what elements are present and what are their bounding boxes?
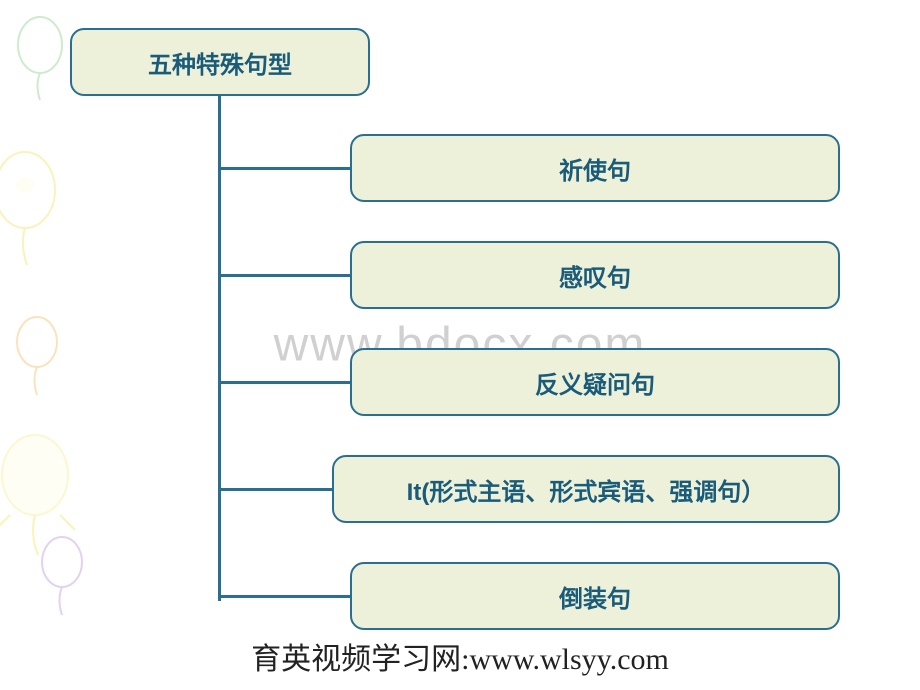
child-node: 反义疑问句 [350,348,840,416]
balloon-decoration [0,150,65,270]
child-node: 倒装句 [350,562,840,630]
horizontal-connector [220,488,332,491]
child-node: 祈使句 [350,134,840,202]
root-node: 五种特殊句型 [70,28,370,96]
horizontal-connector [220,595,350,598]
horizontal-connector [220,167,350,170]
tree-item: 祈使句 [220,134,840,202]
horizontal-connector [220,381,350,384]
child-node: It(形式主语、形式宾语、强调句） [332,455,840,523]
tree-item: 反义疑问句 [220,348,840,416]
child-label: 感叹句 [559,258,631,293]
balloon-decoration [10,315,65,400]
child-label: 祈使句 [559,151,631,186]
footer-text: 育英视频学习网:www.wlsyy.com [0,634,920,678]
child-label: It(形式主语、形式宾语、强调句） [407,472,766,507]
balloon-decoration [10,15,70,105]
child-node: 感叹句 [350,241,840,309]
tree-diagram: 五种特殊句型 祈使句 感叹句 反义疑问句 It(形式主语、形式宾语、强调句） [70,28,370,96]
child-label: 反义疑问句 [535,365,655,400]
root-label: 五种特殊句型 [148,45,292,80]
tree-item: 倒装句 [220,562,840,630]
tree-item: It(形式主语、形式宾语、强调句） [220,455,840,523]
horizontal-connector [220,274,350,277]
balloon-decoration [35,535,90,620]
child-label: 倒装句 [559,579,631,614]
tree-item: 感叹句 [220,241,840,309]
